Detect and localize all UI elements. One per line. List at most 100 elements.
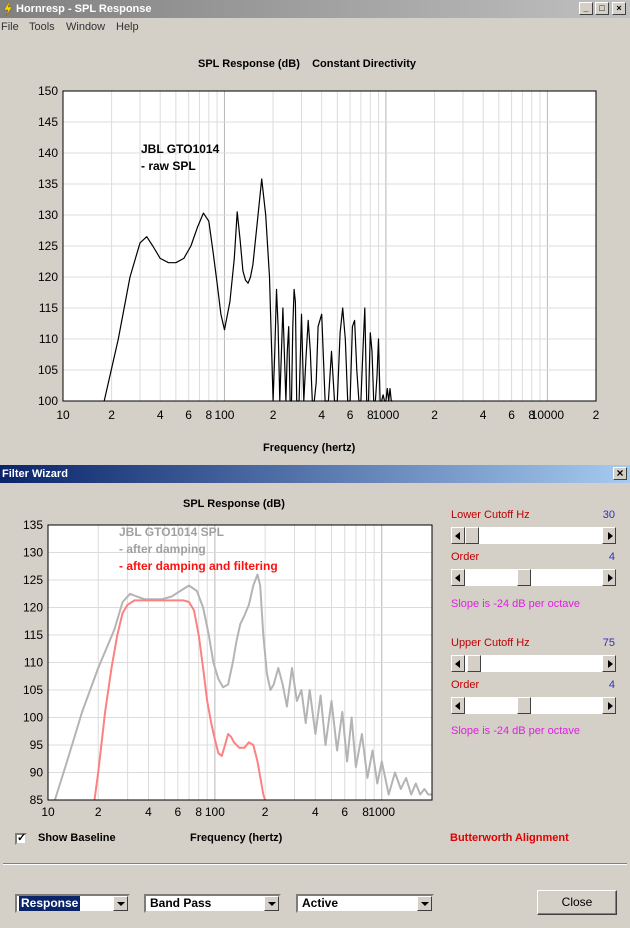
lower-cutoff-slider[interactable] [451, 527, 616, 544]
chart-annotation: - after damping and filtering [119, 559, 278, 573]
x-tick-label: 8 [195, 805, 202, 819]
divider [3, 863, 627, 865]
x-tick-label: 4 [480, 408, 487, 422]
slider-thumb[interactable] [467, 655, 481, 672]
y-tick-label: 130 [38, 208, 58, 222]
x-axis-label: Frequency (hertz) [263, 442, 356, 454]
window-title: Hornresp - SPL Response [16, 3, 152, 15]
lower-order-slider[interactable] [451, 569, 616, 586]
close-button[interactable]: Close [537, 890, 617, 915]
lower-slope-text: Slope is -24 dB per octave [451, 598, 581, 610]
x-tick-label: 8 [362, 805, 369, 819]
scroll-right-icon[interactable] [602, 527, 616, 544]
lower-cutoff-value: 30 [602, 509, 615, 521]
chevron-down-icon[interactable] [264, 896, 279, 911]
upper-slope-text: Slope is -24 dB per octave [451, 725, 581, 737]
x-tick-label: 2 [270, 408, 277, 422]
chevron-down-icon[interactable] [417, 896, 432, 911]
minimize-icon[interactable]: _ [579, 2, 593, 15]
chart-annotation: JBL GTO1014 [141, 142, 220, 156]
spl-response-window: Hornresp - SPL Response _ □ × File Tools… [0, 0, 630, 454]
hornresp-app-icon [3, 2, 13, 16]
x-tick-label: 6 [347, 408, 354, 422]
y-tick-label: 135 [38, 177, 58, 191]
upper-order-value: 4 [608, 679, 615, 691]
menu-bar: File Tools Window Help [0, 18, 630, 38]
scroll-left-icon[interactable] [451, 697, 465, 714]
y-tick-label: 125 [23, 573, 43, 587]
x-tick-label: 100 [205, 805, 225, 819]
chevron-down-icon[interactable] [113, 896, 128, 911]
title-bar[interactable]: Filter Wizard × [0, 465, 630, 483]
scroll-left-icon[interactable] [451, 655, 465, 672]
y-tick-label: 110 [39, 332, 58, 346]
scroll-left-icon[interactable] [451, 527, 465, 544]
y-tick-label: 100 [23, 711, 43, 725]
scroll-left-icon[interactable] [451, 569, 465, 586]
chart-annotation: - after damping [119, 542, 206, 556]
upper-order-label: Order [451, 679, 480, 691]
y-tick-label: 90 [30, 766, 44, 780]
x-tick-label: 4 [145, 805, 152, 819]
filter-mode-select[interactable]: Active [296, 894, 434, 913]
show-baseline-checkbox[interactable]: ✓ [15, 832, 27, 845]
lower-cutoff-label: Lower Cutoff Hz [451, 509, 530, 521]
menu-window[interactable]: Window [66, 21, 106, 33]
x-tick-label: 8 [205, 408, 212, 422]
menu-help[interactable]: Help [116, 21, 139, 33]
y-tick-label: 145 [38, 115, 58, 129]
lower-order-label: Order [451, 551, 480, 563]
filter-wizard-window: Filter Wizard × SPL Response (dB) 85 90 95… [0, 465, 630, 928]
x-tick-label: 1000 [368, 805, 395, 819]
x-tick-label: 10 [41, 805, 55, 819]
scroll-right-icon[interactable] [602, 655, 616, 672]
x-tick-label: 100 [214, 408, 234, 422]
lower-order-value: 4 [608, 551, 615, 563]
y-tick-label: 130 [23, 546, 43, 560]
x-axis-label: Frequency (hertz) [190, 832, 283, 844]
y-tick-label: 120 [38, 270, 58, 284]
x-tick-label: 6 [341, 805, 348, 819]
x-tick-label: 6 [508, 408, 515, 422]
x-tick-label: 2 [108, 408, 115, 422]
scroll-right-icon[interactable] [602, 569, 616, 586]
close-icon[interactable]: × [613, 467, 627, 480]
menu-tools[interactable]: Tools [29, 21, 55, 33]
slider-thumb[interactable] [517, 697, 531, 714]
show-baseline-label[interactable]: Show Baseline [38, 832, 116, 844]
slider-thumb[interactable] [517, 569, 531, 586]
plot-border [47, 524, 433, 801]
upper-cutoff-slider[interactable] [451, 655, 616, 672]
slider-thumb[interactable] [465, 527, 479, 544]
y-tick-label: 95 [30, 738, 44, 752]
scroll-right-icon[interactable] [602, 697, 616, 714]
y-tick-label: 85 [30, 793, 44, 807]
close-icon[interactable]: × [612, 2, 626, 15]
window-title: Filter Wizard [2, 468, 68, 480]
x-tick-label: 2 [431, 408, 438, 422]
x-tick-label: 8 [367, 408, 374, 422]
maximize-icon[interactable]: □ [595, 2, 609, 15]
upper-cutoff-label: Upper Cutoff Hz [451, 637, 530, 649]
x-tick-label: 1000 [373, 408, 400, 422]
chart-title: SPL Response (dB) Constant Directivity [198, 58, 417, 70]
y-tick-label: 140 [38, 146, 58, 160]
y-tick-label: 110 [24, 656, 43, 670]
filter-type-value: Band Pass [150, 896, 212, 910]
upper-cutoff-value: 75 [602, 637, 615, 649]
alignment-text: Butterworth Alignment [450, 832, 569, 844]
filter-type-select[interactable]: Band Pass [144, 894, 281, 913]
x-tick-label: 2 [262, 805, 269, 819]
view-select[interactable]: Response [15, 894, 130, 913]
menu-file[interactable]: File [1, 21, 19, 33]
x-tick-label: 2 [95, 805, 102, 819]
filter-mode-value: Active [302, 896, 339, 910]
x-tick-label: 10 [56, 408, 70, 422]
title-bar[interactable]: Hornresp - SPL Response _ □ × [0, 0, 630, 18]
upper-order-slider[interactable] [451, 697, 616, 714]
x-tick-label: 6 [175, 805, 182, 819]
plot-border [62, 90, 597, 402]
chart-annotation: JBL GTO1014 SPL [119, 525, 224, 539]
